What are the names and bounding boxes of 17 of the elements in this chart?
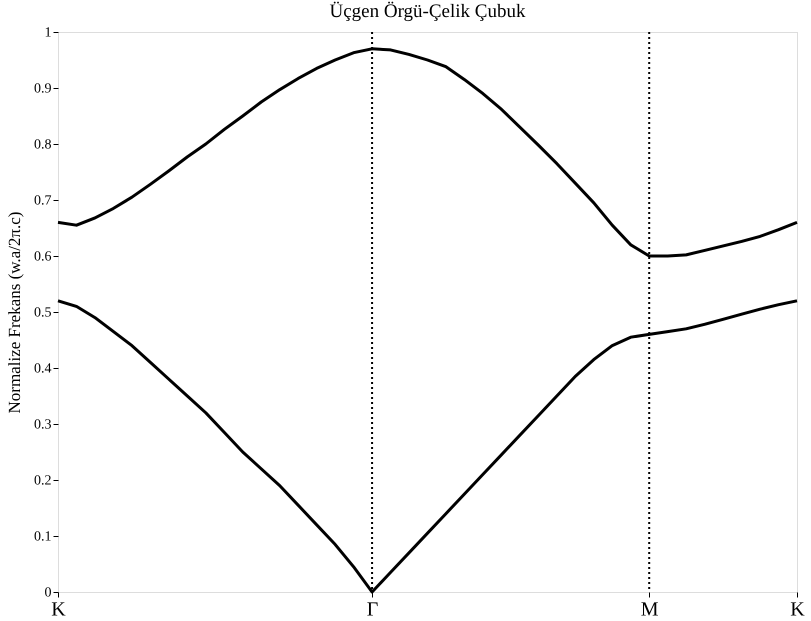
y-axis-title: Normalize Frekans (w.a/2π.c) <box>5 212 24 414</box>
x-tick-label: Γ <box>366 598 378 620</box>
y-tick-label: 0.7 <box>34 194 52 208</box>
x-tick-label: K <box>51 598 66 620</box>
y-tick-label: 0.4 <box>34 362 52 376</box>
y-tick-label: 0.1 <box>34 530 52 544</box>
y-tick-label: 0.2 <box>34 474 52 488</box>
y-tick-label: 1 <box>44 26 52 40</box>
y-tick-label: 0.6 <box>34 250 52 264</box>
y-tick-label: 0 <box>44 586 52 600</box>
chart-title: Üçgen Örgü-Çelik Çubuk <box>330 1 526 22</box>
x-tick-label: M <box>640 598 659 620</box>
y-tick-label: 0.5 <box>34 306 52 320</box>
x-tick-label: K <box>790 598 806 620</box>
y-tick-label: 0.8 <box>34 138 52 152</box>
y-tick-label: 0.3 <box>34 418 52 432</box>
y-tick-label: 0.9 <box>34 82 52 96</box>
